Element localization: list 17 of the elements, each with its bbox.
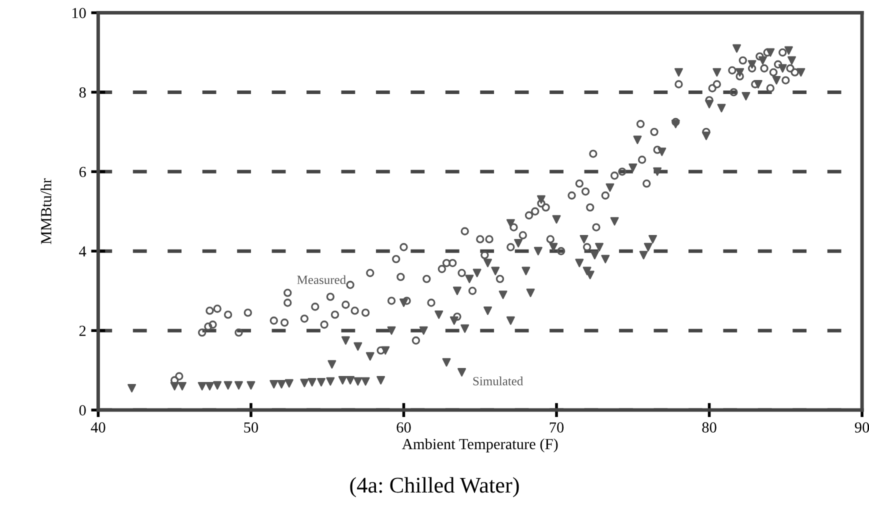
x-tick-label: 60 bbox=[396, 422, 411, 433]
y-tick-label: 4 bbox=[79, 246, 86, 256]
y-tick-label: 2 bbox=[79, 326, 86, 336]
y-tick-label: 6 bbox=[79, 166, 86, 178]
series-label: Measured bbox=[297, 275, 346, 284]
series-label: Simulated bbox=[473, 376, 524, 386]
y-tick-label: 0 bbox=[79, 405, 86, 416]
y-tick-label: 8 bbox=[79, 87, 86, 98]
y-tick-label: 10 bbox=[72, 8, 86, 18]
y-axis-title: MMBtu/hr bbox=[40, 178, 52, 244]
x-tick-label: 40 bbox=[90, 422, 106, 433]
text: (4a: Chilled Water) bbox=[350, 477, 519, 498]
x-axis-title: Ambient Temperature (F) bbox=[402, 438, 558, 452]
x-tick-label: 70 bbox=[550, 422, 564, 433]
x-tick-label: 50 bbox=[244, 422, 258, 433]
x-tick-label: 80 bbox=[702, 422, 716, 433]
x-tick-label: 90 bbox=[854, 422, 869, 433]
